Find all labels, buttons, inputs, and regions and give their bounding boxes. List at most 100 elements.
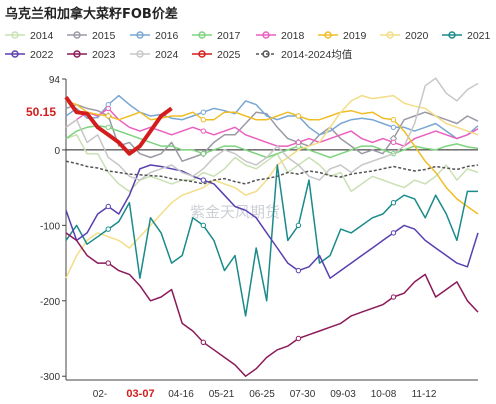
annotation-layer: 50.15 xyxy=(24,103,62,121)
x-tick-label: 09-03 xyxy=(330,389,356,400)
data-point xyxy=(390,294,397,300)
data-point xyxy=(390,117,397,123)
y-tick-label: -300 xyxy=(40,372,60,383)
legend-label: 2020 xyxy=(405,30,429,42)
series-line xyxy=(65,100,479,215)
legend-item-2023[interactable]: 2023 xyxy=(67,49,116,61)
y-tick-label: -200 xyxy=(40,297,60,308)
legend-label: 2018 xyxy=(281,30,305,42)
y-tick-label: -100 xyxy=(40,221,60,232)
legend-item-2020[interactable]: 2020 xyxy=(380,30,429,42)
legend-label: 2015 xyxy=(92,30,116,42)
legend-marker xyxy=(262,50,270,58)
legend-item-2025[interactable]: 2025 xyxy=(192,49,241,61)
legend: 2014 2015 2016 2017 2018 2019 2020 2021 2022 2023… xyxy=(5,30,491,61)
series-2023 xyxy=(65,232,479,377)
legend-label: 2021 xyxy=(467,30,491,42)
data-point xyxy=(390,200,397,206)
legend-item-2021[interactable]: 2021 xyxy=(442,30,491,42)
x-tick-label: 05-21 xyxy=(209,389,235,400)
x-tick-label: 02- xyxy=(93,389,107,400)
legend-marker xyxy=(198,31,206,39)
data-point xyxy=(295,335,302,342)
series-2019 xyxy=(65,100,479,215)
data-point xyxy=(390,124,397,130)
x-tick-label: 11-12 xyxy=(412,389,437,400)
data-point xyxy=(295,267,302,274)
series-layer xyxy=(64,77,479,377)
data-point xyxy=(200,109,207,115)
series-line xyxy=(65,107,479,147)
legend-marker xyxy=(11,31,19,39)
series-line xyxy=(64,95,173,156)
data-point xyxy=(295,113,302,119)
series-2024 xyxy=(65,77,479,181)
series-2017 xyxy=(65,124,479,159)
legend-item-2018[interactable]: 2018 xyxy=(256,30,305,42)
x-tick-label: 04-16 xyxy=(168,389,194,400)
series-line xyxy=(65,164,479,279)
legend-item-2014-2024[interactable]: 2014-2024均值 xyxy=(256,48,353,61)
legend-label: 2022 xyxy=(30,49,54,61)
data-point xyxy=(105,105,111,112)
series-2025 xyxy=(64,95,173,156)
legend-item-2014[interactable]: 2014 xyxy=(5,30,54,42)
legend-label: 2023 xyxy=(92,49,116,61)
series-line xyxy=(65,134,479,193)
legend-label: 2019 xyxy=(343,30,367,42)
data-point xyxy=(200,117,207,123)
data-point xyxy=(295,139,302,146)
legend-marker xyxy=(136,31,144,39)
data-point xyxy=(105,124,111,130)
series-line xyxy=(65,164,478,317)
data-point xyxy=(295,222,302,229)
series-line xyxy=(65,160,479,185)
data-point xyxy=(200,177,207,183)
data-point xyxy=(105,203,111,210)
series-2018 xyxy=(65,105,479,147)
series-line xyxy=(65,77,479,181)
legend-item-2019[interactable]: 2019 xyxy=(318,30,367,42)
legend-item-2024[interactable]: 2024 xyxy=(130,49,179,61)
annotation-label: 50.15 xyxy=(26,105,56,119)
watermark: 紫金天风期货 xyxy=(190,204,280,221)
series-2020 xyxy=(65,94,479,279)
legend-marker xyxy=(73,50,81,58)
legend-marker xyxy=(324,31,332,39)
axes: 94 0 -100 -200 -300 02- 03-07 04-16 05-21 06-25 07… xyxy=(40,75,478,400)
legend-item-2016[interactable]: 2016 xyxy=(130,30,179,42)
legend-label: 2025 xyxy=(217,49,241,61)
legend-marker xyxy=(386,31,394,39)
legend-marker xyxy=(11,50,19,58)
legend-label: 2014 xyxy=(30,30,54,42)
legend-marker xyxy=(136,50,144,58)
annotation-box xyxy=(24,103,62,121)
data-point xyxy=(200,128,207,134)
series-2021 xyxy=(65,164,478,317)
chart-title: 乌克兰和加拿大菜籽FOB价差 xyxy=(5,6,178,22)
legend-marker xyxy=(73,31,81,39)
legend-marker xyxy=(448,31,456,39)
legend-marker xyxy=(198,50,206,58)
legend-item-2022[interactable]: 2022 xyxy=(5,49,54,61)
data-point xyxy=(105,260,111,266)
legend-label: 2017 xyxy=(217,30,241,42)
legend-item-2015[interactable]: 2015 xyxy=(67,30,116,42)
data-point xyxy=(200,339,207,345)
data-point xyxy=(390,139,397,146)
data-point xyxy=(390,230,397,236)
data-point xyxy=(105,113,111,119)
series-line xyxy=(65,94,479,279)
series-2022 xyxy=(65,164,479,279)
legend-item-2017[interactable]: 2017 xyxy=(192,30,241,42)
series-line xyxy=(65,232,479,377)
x-tick-label: 03-07 xyxy=(126,388,154,400)
x-tick-label: 07-30 xyxy=(290,389,316,400)
x-tick-label: 06-25 xyxy=(249,389,275,400)
legend-label: 2024 xyxy=(155,49,179,61)
series-2014-2024 xyxy=(65,160,479,185)
legend-label: 2014-2024均值 xyxy=(281,48,353,61)
data-point xyxy=(200,150,207,157)
series-line xyxy=(65,125,479,159)
